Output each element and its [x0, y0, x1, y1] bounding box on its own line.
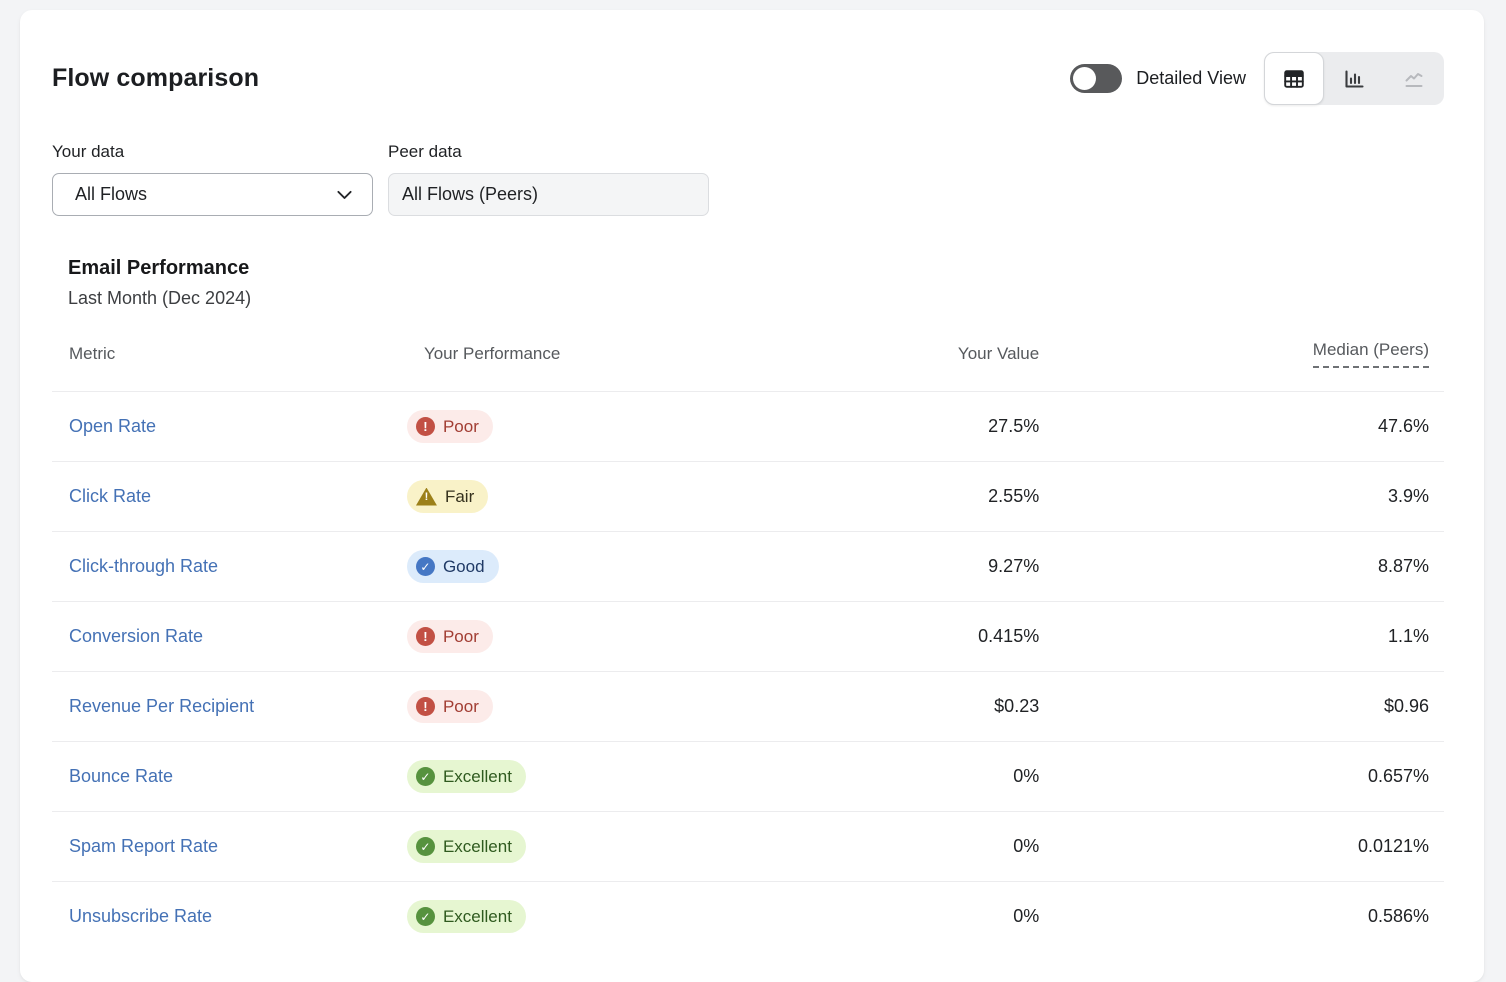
performance-badge-label: Good: [442, 556, 485, 576]
median-peers-cell: 1.1%: [1387, 626, 1429, 646]
performance-badge-label: Excellent: [442, 766, 512, 786]
status-icon: [415, 697, 435, 716]
section-title: Email Performance: [68, 257, 250, 279]
performance-badge: Poor: [406, 410, 493, 443]
median-peers-cell: 0.586%: [1367, 906, 1429, 927]
table-row: Bounce Rate Excellent 0% 0.657%: [52, 741, 1444, 812]
metric-link[interactable]: Conversion Rate: [69, 626, 204, 646]
bar-chart-view-button[interactable]: [1324, 52, 1384, 105]
line-chart-icon: [1402, 67, 1426, 91]
status-icon: [415, 487, 437, 506]
toggle-knob: [1073, 67, 1097, 90]
column-header-metric: Metric: [69, 344, 116, 363]
status-icon: [415, 417, 435, 436]
performance-badge: Poor: [406, 620, 493, 653]
status-icon: [415, 557, 435, 576]
performance-badge-label: Excellent: [442, 836, 512, 856]
line-chart-view-button: [1384, 52, 1444, 105]
performance-badge: Poor: [406, 690, 493, 723]
page-title: Flow comparison: [52, 64, 260, 92]
peer-data-filter: Peer data All Flows (Peers): [388, 142, 709, 216]
chevron-down-icon: [334, 184, 355, 205]
section-subtitle: Last Month (Dec 2024): [68, 288, 252, 308]
performance-badge: Excellent: [406, 760, 526, 793]
metric-link[interactable]: Click Rate: [69, 486, 152, 506]
performance-badge-label: Fair: [444, 486, 475, 506]
table-row: Unsubscribe Rate Excellent 0% 0.586%: [52, 881, 1444, 952]
your-data-filter: Your data All Flows: [52, 142, 373, 216]
column-header-performance: Your Performance: [423, 344, 561, 363]
header-controls: Detailed View: [1070, 52, 1444, 105]
metric-link[interactable]: Open Rate: [69, 416, 157, 436]
your-value-cell: $0.23: [994, 696, 1040, 716]
performance-badge: Excellent: [406, 900, 526, 934]
performance-badge: Excellent: [406, 830, 526, 863]
performance-badge: Good: [406, 550, 499, 583]
table-row: Conversion Rate Poor 0.415% 1.1%: [52, 601, 1444, 672]
table-row: Revenue Per Recipient Poor $0.23 $0.96: [52, 671, 1444, 742]
metric-link[interactable]: Click-through Rate: [69, 556, 219, 576]
table-body: Open Rate Poor 27.5% 47.6% Click Rate Fa…: [52, 391, 1444, 952]
your-data-select[interactable]: All Flows: [52, 173, 373, 216]
view-switcher: [1264, 52, 1444, 105]
section-header: Email Performance Last Month (Dec 2024): [68, 257, 1444, 309]
your-value-cell: 0%: [1013, 766, 1040, 786]
status-icon: [415, 837, 435, 856]
performance-badge-label: Poor: [442, 696, 479, 716]
detailed-view-toggle[interactable]: [1070, 64, 1123, 93]
performance-badge: Fair: [406, 480, 489, 513]
column-header-your-value: Your Value: [957, 344, 1040, 363]
table-row: Click-through Rate Good 9.27% 8.87%: [52, 531, 1444, 602]
median-peers-cell: 47.6%: [1377, 416, 1429, 436]
metric-link[interactable]: Spam Report Rate: [69, 836, 219, 856]
status-icon: [415, 627, 435, 646]
median-peers-tooltip-term[interactable]: Median (Peers): [1312, 340, 1429, 368]
metric-link[interactable]: Revenue Per Recipient: [69, 696, 255, 716]
table-header-row: Metric Your Performance Your Value Media…: [52, 340, 1444, 392]
card-header: Flow comparison Detailed View: [52, 52, 1444, 105]
your-value-cell: 0.415%: [978, 626, 1040, 646]
your-value-cell: 0%: [1013, 906, 1040, 927]
column-header-median-peers: Median (Peers): [1054, 340, 1444, 392]
your-value-cell: 2.55%: [988, 486, 1040, 506]
peer-data-field: All Flows (Peers): [388, 173, 709, 216]
detailed-view-label: Detailed View: [1136, 68, 1246, 88]
your-value-cell: 27.5%: [988, 416, 1040, 436]
table-row: Open Rate Poor 27.5% 47.6%: [52, 391, 1444, 462]
table-row: Click Rate Fair 2.55% 3.9%: [52, 461, 1444, 532]
median-peers-cell: 0.657%: [1367, 766, 1429, 786]
peer-data-value: All Flows (Peers): [402, 184, 539, 204]
status-icon: [415, 767, 435, 786]
median-peers-cell: 3.9%: [1387, 486, 1429, 506]
status-icon: [415, 907, 435, 927]
median-peers-cell: 8.87%: [1377, 556, 1429, 576]
performance-table: Metric Your Performance Your Value Media…: [52, 340, 1444, 952]
performance-badge-label: Poor: [442, 416, 479, 436]
bar-chart-icon: [1342, 67, 1366, 91]
performance-badge-label: Poor: [442, 626, 479, 646]
table-view-button[interactable]: [1264, 52, 1324, 105]
your-value-cell: 0%: [1013, 836, 1040, 856]
metric-link[interactable]: Unsubscribe Rate: [69, 906, 213, 927]
table-row: Spam Report Rate Excellent 0% 0.0121%: [52, 811, 1444, 882]
table-grid-icon: [1282, 67, 1306, 91]
peer-data-label: Peer data: [388, 142, 462, 161]
median-peers-cell: 0.0121%: [1357, 836, 1429, 856]
filters-row: Your data All Flows Peer data All Flows …: [52, 142, 1444, 216]
your-value-cell: 9.27%: [988, 556, 1040, 576]
median-peers-cell: $0.96: [1383, 696, 1429, 716]
performance-badge-label: Excellent: [442, 906, 512, 926]
your-data-label: Your data: [52, 142, 125, 161]
metric-link[interactable]: Bounce Rate: [69, 766, 174, 786]
flow-comparison-card: Flow comparison Detailed View: [20, 10, 1484, 982]
your-data-selected-value: All Flows: [75, 184, 148, 204]
